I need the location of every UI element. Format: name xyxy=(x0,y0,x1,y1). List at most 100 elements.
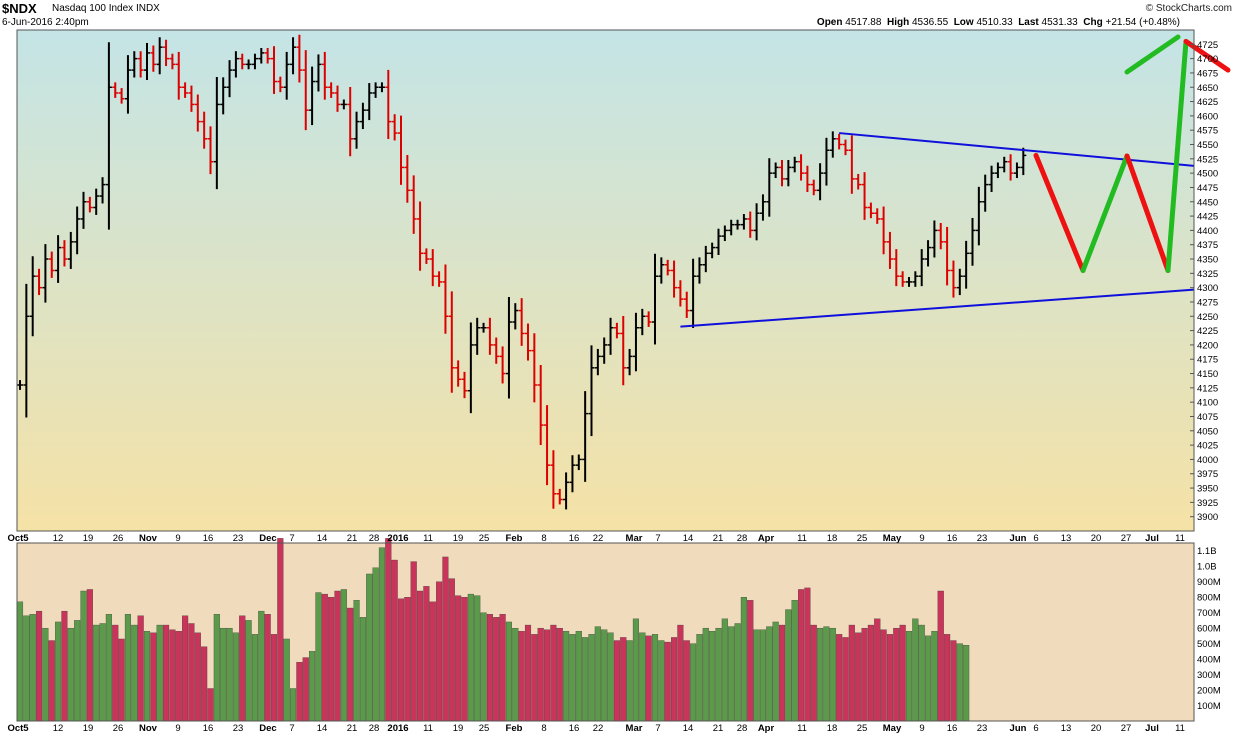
volume-bar xyxy=(842,637,849,722)
volume-bar xyxy=(455,595,462,722)
date-tick-label: 11 xyxy=(423,723,433,734)
index-name: Nasdaq 100 Index INDX xyxy=(52,3,160,14)
volume-bar xyxy=(582,637,589,722)
ohlc-bar xyxy=(474,317,481,355)
ohlc-bar xyxy=(112,82,119,98)
volume-bar xyxy=(442,556,449,722)
date-tick-label: 18 xyxy=(827,723,838,734)
volume-tick-label: 600M xyxy=(1197,624,1221,635)
ohlc-bar xyxy=(861,172,868,220)
ohlc-bar xyxy=(271,46,277,94)
price-tick-label: 4150 xyxy=(1197,369,1218,380)
ohlc-bar xyxy=(309,66,316,126)
date-tick-label: Oct5 xyxy=(7,723,29,734)
date-tick-label: Oct5 xyxy=(7,533,29,544)
ohlc-bar xyxy=(124,55,131,114)
volume-bar xyxy=(709,631,716,722)
volume-bar xyxy=(99,623,106,722)
volume-bar xyxy=(226,627,233,722)
projection-segment xyxy=(1033,152,1086,273)
volume-bar xyxy=(493,617,500,722)
volume-bar xyxy=(359,617,366,722)
volume-bar xyxy=(899,624,906,722)
volume-bar xyxy=(162,624,170,722)
volume-bar xyxy=(378,547,385,722)
ohlc-bar xyxy=(804,165,811,193)
volume-bar xyxy=(810,624,817,722)
volume-tick-label: 400M xyxy=(1197,655,1221,666)
date-tick-label: 23 xyxy=(977,533,988,544)
date-tick-label: 19 xyxy=(83,533,94,544)
ohlc-bar xyxy=(80,191,87,229)
ohlc-bar xyxy=(347,86,354,157)
volume-bar xyxy=(194,632,201,722)
volume-bar xyxy=(798,589,805,722)
date-tick-label: 11 xyxy=(1175,533,1185,544)
volume-bar xyxy=(664,641,671,722)
ohlc-bar xyxy=(499,346,506,384)
date-tick-label: 7 xyxy=(289,723,294,734)
volume-bar xyxy=(416,590,424,722)
volume-tick-label: 1.0B xyxy=(1197,562,1217,573)
volume-bar xyxy=(251,634,259,722)
date-tick-label: 9 xyxy=(175,723,180,734)
volume-bar xyxy=(956,643,963,722)
ohlc-bar xyxy=(899,271,906,287)
date-tick-label: 19 xyxy=(83,723,94,734)
volume-bar xyxy=(105,614,112,722)
price-tick-label: 4600 xyxy=(1197,111,1218,122)
volume-bar xyxy=(569,634,576,722)
volume-bar xyxy=(944,634,951,722)
ohlc-bar xyxy=(779,160,785,187)
ohlc-bar xyxy=(429,249,436,287)
volume-bar xyxy=(772,621,779,722)
date-tick-label: 2016 xyxy=(387,533,408,544)
volume-bar xyxy=(156,624,163,722)
projection-segment xyxy=(1183,38,1231,73)
volume-bar xyxy=(36,610,43,722)
date-tick-label: 9 xyxy=(919,533,924,544)
price-tick-label: 3975 xyxy=(1197,469,1218,480)
volume-bar xyxy=(182,615,189,722)
ohlc-bar xyxy=(632,312,639,372)
date-tick-label: 16 xyxy=(203,533,214,544)
date-tick-label: 22 xyxy=(593,533,604,544)
date-tick-label: 16 xyxy=(203,723,214,734)
ohlc-bar xyxy=(150,45,157,72)
date-tick-label: 16 xyxy=(569,533,580,544)
ohlc-bar xyxy=(886,231,893,269)
volume-bar xyxy=(683,640,690,722)
volume-bar xyxy=(391,559,398,722)
volume-bar xyxy=(296,662,303,722)
ohlc-bar xyxy=(950,260,957,298)
ohlc-bar xyxy=(626,348,633,376)
date-tick-label: Nov xyxy=(139,533,158,544)
price-tick-label: 4025 xyxy=(1197,441,1218,452)
volume-bar xyxy=(620,637,627,722)
date-tick-label: 23 xyxy=(233,533,244,544)
date-tick-label: 14 xyxy=(683,533,694,544)
ohlc-bar xyxy=(505,297,512,399)
ohlc-bar xyxy=(220,77,227,115)
volume-bar xyxy=(232,632,239,722)
volume-bar xyxy=(61,610,68,722)
volume-bar xyxy=(671,637,678,722)
ohlc-bar xyxy=(525,323,531,361)
date-tick-label: Dec xyxy=(259,723,276,734)
ohlc-bar xyxy=(277,76,284,93)
price-tick-label: 3900 xyxy=(1197,512,1218,523)
volume-bar xyxy=(766,626,773,722)
date-tick-label: 14 xyxy=(317,723,328,734)
ohlc-bar xyxy=(664,259,671,276)
ohlc-bar xyxy=(956,268,963,296)
ohlc-bar xyxy=(201,111,208,149)
ohlc-bar xyxy=(798,154,805,181)
ohlc-bar xyxy=(785,160,792,187)
stockcharts-logo[interactable]: © StockCharts.com xyxy=(1145,3,1232,14)
ohlc-bar xyxy=(652,253,658,345)
volume-bar xyxy=(340,589,347,722)
ohlc-bar xyxy=(213,76,220,190)
ohlc-bar xyxy=(912,271,919,287)
ohlc-bar xyxy=(1013,162,1020,179)
volume-bar xyxy=(86,589,93,722)
